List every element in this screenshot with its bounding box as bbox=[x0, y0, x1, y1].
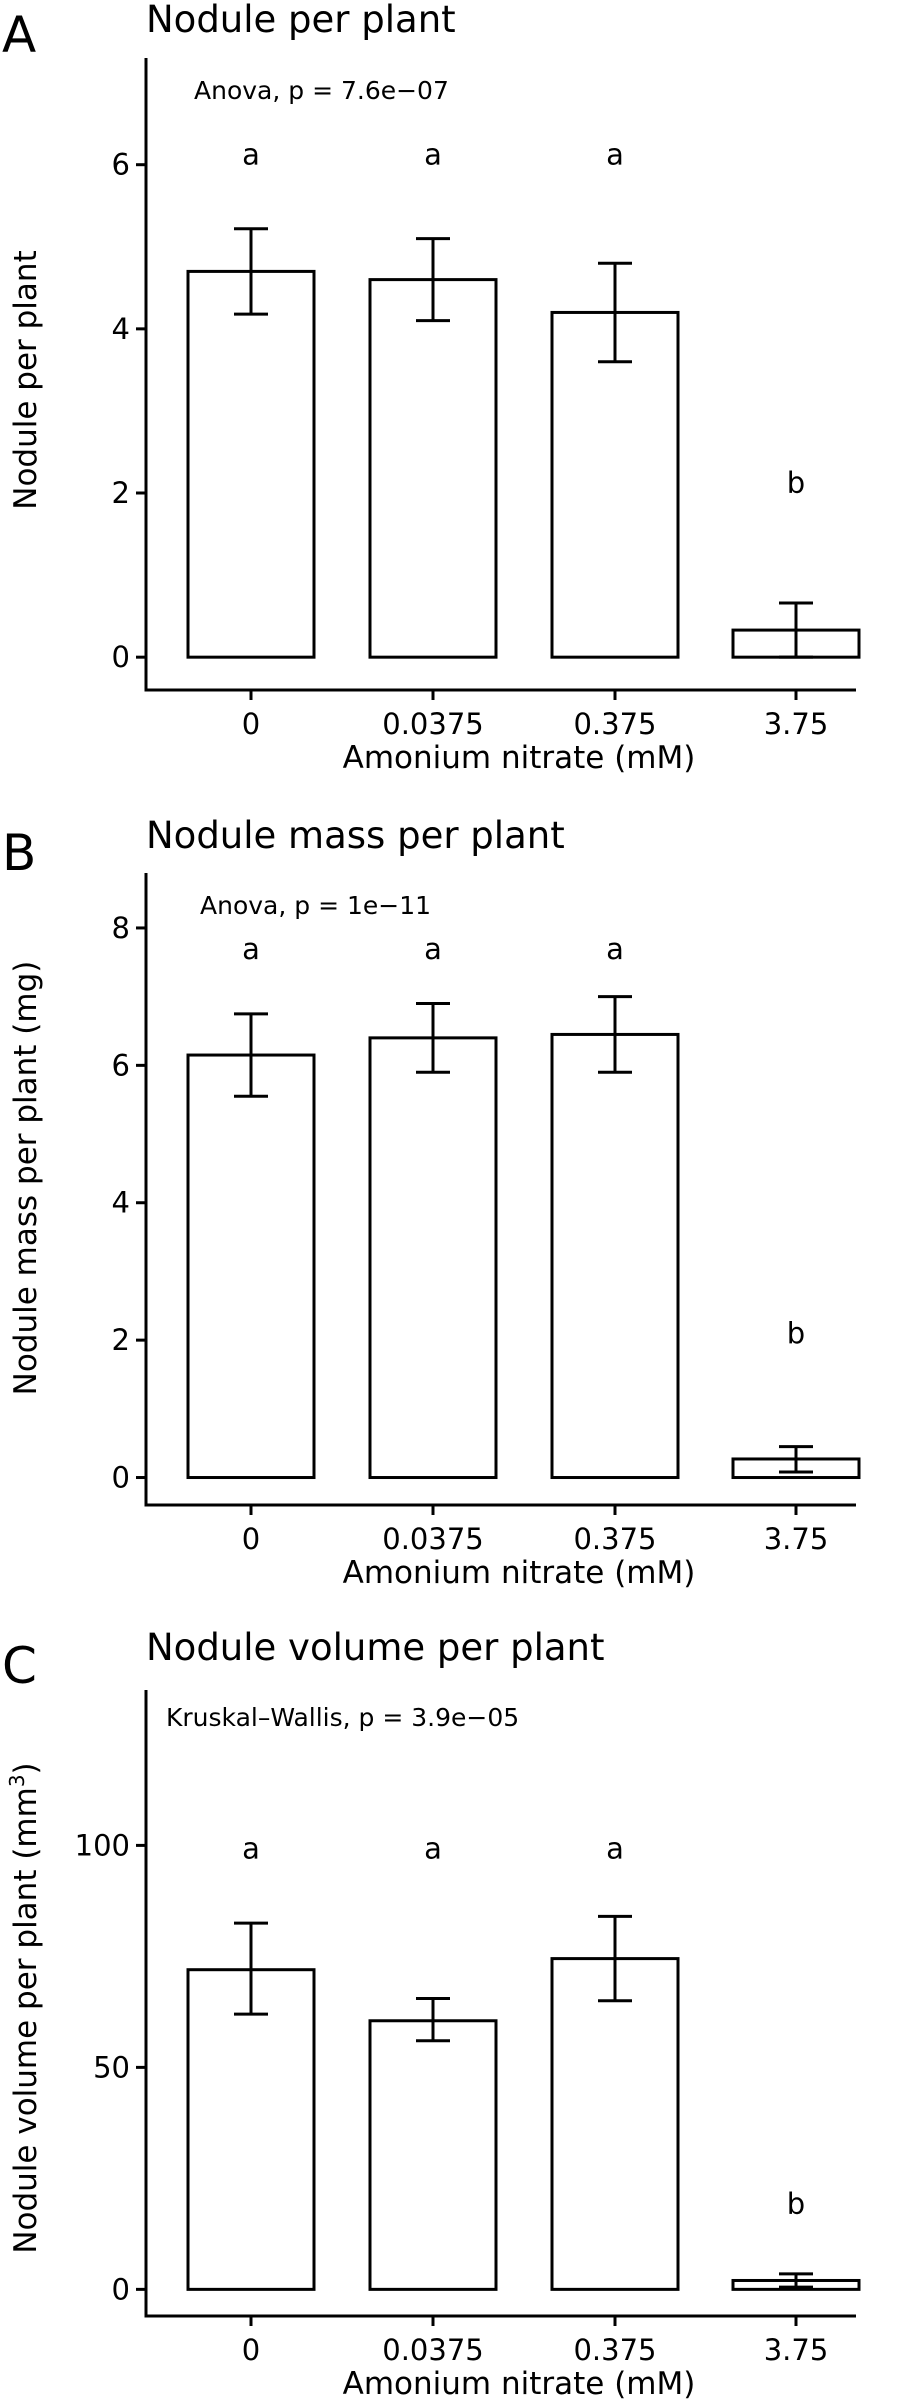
bar bbox=[368, 278, 498, 659]
significance-letter: a bbox=[606, 1832, 624, 1866]
stat-annotation: Anova, p = 1e−11 bbox=[200, 891, 431, 920]
significance-letter: a bbox=[424, 1832, 442, 1866]
error-bar bbox=[598, 995, 632, 1074]
x-tick-label: 0.0375 bbox=[382, 707, 483, 741]
y-axis-label: Nodule per plant bbox=[8, 250, 44, 509]
error-bar bbox=[598, 1914, 632, 2003]
x-tick-label: 0.375 bbox=[573, 1522, 656, 1556]
x-axis-label: Amonium nitrate (mM) bbox=[343, 1555, 696, 1591]
bar bbox=[368, 2019, 498, 2291]
error-bar bbox=[416, 237, 450, 323]
y-axis-label-text: Nodule volume per plant (mm bbox=[8, 1787, 44, 2254]
significance-letter: a bbox=[606, 138, 624, 172]
x-tick-label: 0 bbox=[242, 1522, 260, 1556]
significance-letter: a bbox=[242, 932, 260, 966]
y-ticks: 0 50 100 bbox=[75, 1828, 146, 2306]
x-tick-label: 3.75 bbox=[764, 1522, 829, 1556]
stat-annotation: Kruskal–Wallis, p = 3.9e−05 bbox=[166, 1703, 519, 1732]
error-bar bbox=[779, 1445, 813, 1474]
x-axis-label: Amonium nitrate (mM) bbox=[343, 2366, 696, 2402]
x-axis-label: Amonium nitrate (mM) bbox=[343, 740, 696, 776]
y-ticks: 0 2 4 6 bbox=[112, 148, 146, 674]
y-axis-label: Nodule mass per plant (mg) bbox=[8, 961, 44, 1396]
bar bbox=[186, 1053, 316, 1480]
significance-letter: a bbox=[424, 138, 442, 172]
x-tick-label: 3.75 bbox=[764, 2333, 829, 2367]
axis-lines bbox=[144, 873, 856, 1507]
x-tick-label: 0.375 bbox=[573, 707, 656, 741]
bar bbox=[550, 310, 680, 659]
x-tick-label: 0.0375 bbox=[382, 1522, 483, 1556]
bars: a a a b bbox=[186, 1832, 861, 2291]
bars: a a a b bbox=[186, 932, 861, 1480]
error-bar bbox=[779, 2272, 813, 2289]
error-bar bbox=[416, 1002, 450, 1074]
significance-letter: b bbox=[787, 466, 805, 500]
error-bar bbox=[416, 1997, 450, 2043]
significance-letter: a bbox=[242, 1832, 260, 1866]
y-tick-label: 100 bbox=[75, 1828, 130, 1862]
y-axis-label-text: Nodule per plant bbox=[8, 250, 44, 509]
error-bar bbox=[234, 1921, 268, 2016]
y-axis-label: Nodule volume per plant (mm3) bbox=[5, 1762, 44, 2253]
panel-letter: A bbox=[2, 6, 36, 64]
significance-letter: a bbox=[424, 932, 442, 966]
bar bbox=[186, 269, 316, 659]
significance-letter: a bbox=[606, 932, 624, 966]
y-tick-label: 2 bbox=[112, 476, 130, 510]
y-tick-label: 6 bbox=[112, 1048, 130, 1082]
panel-title: Nodule per plant bbox=[146, 0, 456, 41]
y-tick-label: 50 bbox=[93, 2050, 130, 2084]
y-ticks: 0 2 4 6 8 bbox=[112, 911, 146, 1495]
y-tick-label: 2 bbox=[112, 1323, 130, 1357]
y-tick-label: 0 bbox=[112, 640, 130, 674]
y-axis-label-sup: 3 bbox=[5, 1774, 29, 1787]
y-tick-label: 6 bbox=[112, 148, 130, 182]
error-bar bbox=[234, 1012, 268, 1098]
panel-letter: B bbox=[2, 824, 36, 882]
x-ticks: 0 0.0375 0.375 3.75 bbox=[242, 2316, 829, 2367]
x-ticks: 0 0.0375 0.375 3.75 bbox=[242, 1505, 829, 1556]
y-axis-label-suffix: ) bbox=[8, 1762, 44, 1774]
panel-letter: C bbox=[2, 1637, 37, 1695]
significance-letter: b bbox=[787, 1317, 805, 1351]
bar bbox=[368, 1036, 498, 1480]
axis-lines bbox=[144, 1690, 856, 2318]
y-axis-label-text: Nodule mass per plant (mg) bbox=[8, 961, 44, 1396]
significance-letter: b bbox=[787, 2187, 805, 2221]
x-tick-label: 3.75 bbox=[764, 707, 829, 741]
error-bar bbox=[598, 261, 632, 364]
x-tick-label: 0 bbox=[242, 707, 260, 741]
bars: a a a b bbox=[186, 138, 861, 659]
axis-lines bbox=[144, 58, 856, 692]
error-bar bbox=[234, 227, 268, 316]
panel-title: Nodule mass per plant bbox=[146, 814, 565, 857]
panel-b: B Nodule mass per plant Anova, p = 1e−11… bbox=[2, 814, 861, 1591]
x-tick-label: 0.375 bbox=[573, 2333, 656, 2367]
x-tick-label: 0.0375 bbox=[382, 2333, 483, 2367]
stat-annotation: Anova, p = 7.6e−07 bbox=[194, 76, 449, 105]
panel-c: C Nodule volume per plant Kruskal–Wallis… bbox=[2, 1626, 861, 2402]
panel-a: A Nodule per plant Anova, p = 7.6e−07 No… bbox=[2, 0, 861, 776]
significance-letter: a bbox=[242, 138, 260, 172]
error-bar bbox=[779, 601, 813, 659]
x-tick-label: 0 bbox=[242, 2333, 260, 2367]
bar bbox=[186, 1968, 316, 2291]
y-tick-label: 4 bbox=[112, 312, 130, 346]
y-tick-label: 8 bbox=[112, 911, 130, 945]
y-tick-label: 4 bbox=[112, 1186, 130, 1220]
bar bbox=[550, 1032, 680, 1480]
bar bbox=[550, 1957, 680, 2291]
y-tick-label: 0 bbox=[112, 1461, 130, 1495]
panel-title: Nodule volume per plant bbox=[146, 1626, 605, 1669]
x-ticks: 0 0.0375 0.375 3.75 bbox=[242, 690, 829, 741]
y-tick-label: 0 bbox=[112, 2272, 130, 2306]
